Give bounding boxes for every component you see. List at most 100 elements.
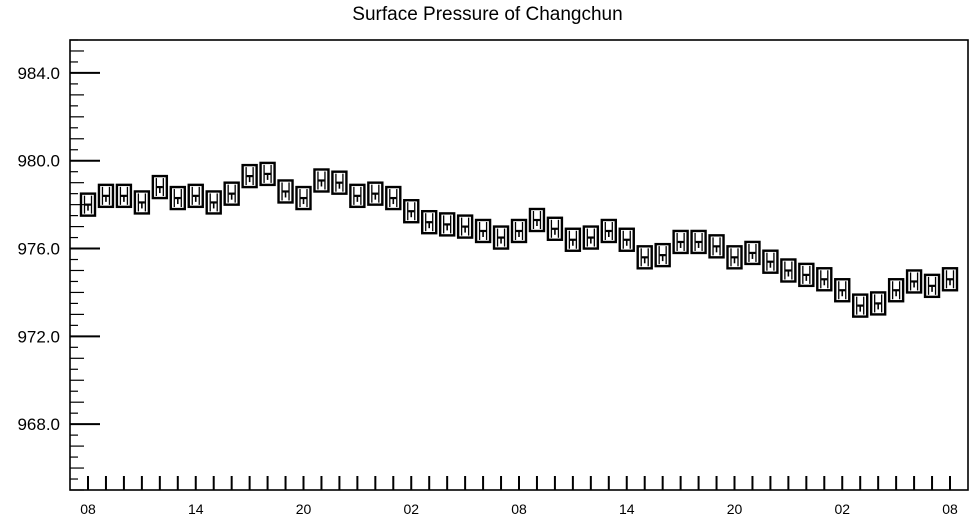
y-tick-label: 972.0 [17,327,60,346]
x-tick-label: 20 [296,501,312,517]
pressure-mark [349,183,366,209]
pressure-mark [79,192,97,217]
x-tick-label: 08 [942,501,958,517]
pressure-mark [564,227,582,252]
pressure-mark [385,185,402,211]
y-axis: 968.0 972.0 976.0 980.0 984.0 [17,39,100,491]
pressure-mark [115,183,133,209]
pressure-mark [690,229,707,255]
mark-box [187,183,204,209]
mark-box [331,170,348,195]
x-tick-label: 20 [727,501,743,517]
y-tick-label: 968.0 [17,415,60,434]
pressure-mark [169,185,186,211]
mark-box [151,174,169,200]
x-axis: 08 14 20 02 08 14 20 02 08 [80,476,958,517]
mark-box [492,225,510,250]
pressure-mark [636,245,653,270]
mark-box [654,242,671,268]
mark-box [367,181,384,206]
y-tick-label: 976.0 [17,240,60,259]
pressure-mark [438,212,456,237]
pressure-mark [187,183,204,209]
pressure-mark [403,199,420,224]
pressure-mark [510,218,528,244]
pressure-mark [816,267,833,292]
pressure-mark [726,245,743,270]
mark-box [600,218,617,244]
mark-box [403,199,420,224]
pressure-mark [546,216,564,241]
pressure-mark [367,181,384,206]
mark-box [852,293,869,318]
x-tick-label: 14 [188,501,204,517]
pressure-mark [798,262,815,288]
pressure-mark [133,190,151,215]
pressure-mark [618,227,635,252]
mark-box [205,190,222,215]
mark-box [259,161,276,187]
mark-box [582,225,600,250]
mark-box [708,234,725,259]
pressure-mark [241,163,258,189]
mark-box [744,240,761,266]
pressure-mark [887,278,905,303]
mark-box [456,214,474,239]
pressure-mark [834,278,851,303]
pressure-mark [582,225,600,250]
pressure-mark [313,168,330,193]
mark-box [690,229,707,255]
pressure-mark [762,249,779,274]
y-tick-label: 980.0 [17,152,60,171]
mark-box [79,192,97,217]
mark-box [762,249,779,274]
x-tick-label: 08 [511,501,527,517]
mark-box [672,229,689,255]
mark-box [385,185,402,211]
mark-box [816,267,833,292]
pressure-mark [923,273,941,299]
mark-box [313,168,330,193]
mark-box [869,291,887,316]
x-tick-label: 02 [834,501,850,517]
chart-title: Surface Pressure of Changchun [352,4,623,25]
pressure-mark [528,207,546,233]
mark-box [277,179,294,204]
x-tick-label: 02 [403,501,419,517]
mark-box [564,227,582,252]
pressure-mark [869,291,887,316]
pressure-mark [492,225,510,250]
pressure-mark [852,293,869,318]
data-marks [79,161,959,318]
pressure-mark [205,190,222,215]
mark-box [834,278,851,303]
mark-box [223,181,240,206]
pressure-mark [708,234,725,259]
mark-box [726,245,743,270]
pressure-mark [654,242,671,268]
mark-box [618,227,635,252]
pressure-mark [600,218,617,244]
plot-frame [69,39,969,491]
mark-box [241,163,258,189]
mark-box [780,258,797,283]
pressure-mark [331,170,348,195]
pressure-mark [905,269,923,294]
mark-box [887,278,905,303]
pressure-mark [421,209,438,235]
x-tick-label: 14 [619,501,635,517]
pressure-mark [941,267,959,292]
mark-box [295,185,312,211]
pressure-mark [780,258,797,283]
pressure-mark [456,214,474,239]
pressure-mark [277,179,294,204]
mark-box [510,218,528,244]
pressure-mark [151,174,169,200]
mark-box [798,262,815,288]
pressure-mark [474,218,492,244]
mark-box [438,212,456,237]
mark-box [133,190,151,215]
mark-box [474,218,492,244]
pressure-mark [259,161,276,187]
